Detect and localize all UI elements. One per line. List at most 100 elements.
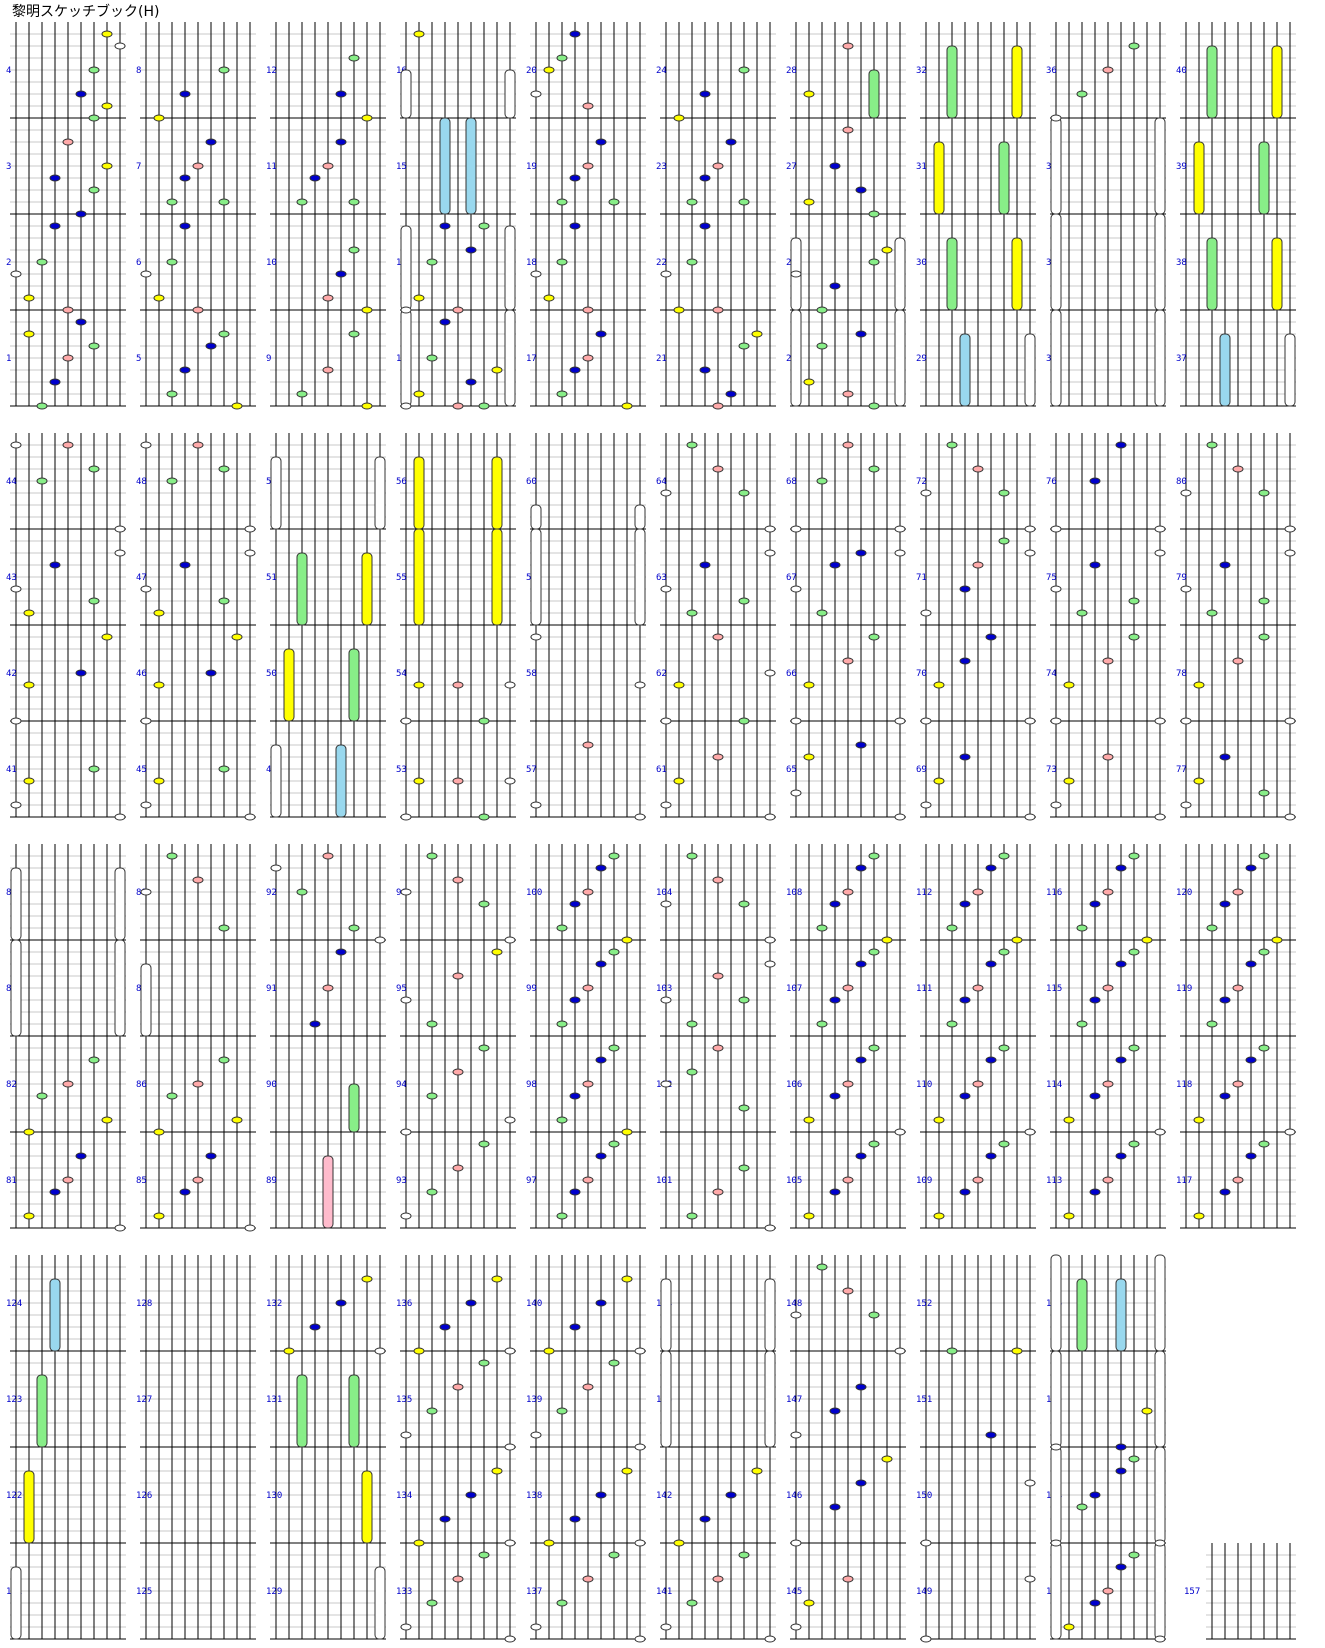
note	[88, 342, 100, 350]
note	[1076, 1503, 1088, 1511]
measure-number: 71	[916, 573, 927, 583]
note	[49, 561, 61, 569]
note	[582, 162, 594, 170]
long-note	[413, 456, 425, 530]
note	[1284, 525, 1296, 533]
note	[842, 1080, 854, 1088]
note	[790, 1311, 802, 1319]
note	[192, 1080, 204, 1088]
measure-number: 37	[1176, 354, 1187, 364]
note	[595, 138, 607, 146]
note	[348, 198, 360, 206]
note	[88, 597, 100, 605]
note	[608, 852, 620, 860]
note	[465, 378, 477, 386]
note	[933, 1116, 945, 1124]
note	[348, 246, 360, 254]
note	[114, 42, 126, 50]
note	[244, 525, 256, 533]
note	[998, 1044, 1010, 1052]
note	[179, 90, 191, 98]
measure-number: 120	[1176, 888, 1192, 898]
note	[49, 174, 61, 182]
note	[699, 366, 711, 374]
note	[426, 258, 438, 266]
note	[244, 813, 256, 821]
note	[153, 609, 165, 617]
note	[712, 306, 724, 314]
measure-number: 2	[6, 258, 11, 268]
note	[400, 402, 412, 410]
measure-number: 103	[656, 984, 672, 994]
measure-number: 9	[266, 354, 271, 364]
long-note	[504, 309, 516, 407]
note	[1076, 1020, 1088, 1028]
note	[452, 777, 464, 785]
note	[1206, 1020, 1218, 1028]
note	[322, 852, 334, 860]
note	[959, 585, 971, 593]
note	[868, 1140, 880, 1148]
note	[439, 1323, 451, 1331]
measure-number: 20	[526, 66, 537, 76]
note	[556, 1599, 568, 1607]
note	[166, 477, 178, 485]
long-note	[1050, 1542, 1062, 1640]
long-note	[1050, 213, 1062, 311]
note	[231, 633, 243, 641]
note	[790, 525, 802, 533]
note	[1024, 813, 1036, 821]
note	[49, 378, 61, 386]
measure-number: 89	[266, 1176, 277, 1186]
note	[10, 270, 22, 278]
measure-number: 114	[1046, 1080, 1062, 1090]
measure-number: 151	[916, 1395, 932, 1405]
note	[426, 1092, 438, 1100]
note	[1089, 1491, 1101, 1499]
note	[686, 1020, 698, 1028]
note	[1115, 1467, 1127, 1475]
note	[192, 876, 204, 884]
measure-number: 64	[656, 477, 667, 487]
note	[582, 102, 594, 110]
measure-number: 31	[916, 162, 927, 172]
note	[569, 30, 581, 38]
note	[686, 852, 698, 860]
note	[829, 1503, 841, 1511]
note	[660, 801, 672, 809]
long-note	[1154, 1446, 1166, 1544]
note	[1284, 813, 1296, 821]
note	[478, 1359, 490, 1367]
long-note	[998, 141, 1010, 215]
note	[595, 1299, 607, 1307]
note	[166, 852, 178, 860]
measure-number: 98	[526, 1080, 537, 1090]
note	[413, 30, 425, 38]
measure-number: 79	[1176, 573, 1187, 583]
note	[738, 717, 750, 725]
note	[842, 1287, 854, 1295]
note	[1154, 717, 1166, 725]
long-note	[1154, 1542, 1166, 1640]
note	[530, 1623, 542, 1631]
measure-number: 65	[786, 765, 797, 775]
note	[1024, 1575, 1036, 1583]
note	[335, 948, 347, 956]
note	[1089, 477, 1101, 485]
note	[1219, 753, 1231, 761]
note	[478, 222, 490, 230]
note	[608, 1140, 620, 1148]
long-note	[283, 648, 295, 722]
long-note	[1050, 1254, 1062, 1352]
note	[556, 924, 568, 932]
note	[868, 210, 880, 218]
note	[712, 1044, 724, 1052]
long-note	[1050, 309, 1062, 407]
note	[101, 1116, 113, 1124]
measure-number: 146	[786, 1491, 802, 1501]
measure-number: 125	[136, 1587, 152, 1597]
measure-number: 106	[786, 1080, 802, 1090]
note	[582, 1383, 594, 1391]
long-note	[491, 528, 503, 626]
note	[1050, 114, 1062, 122]
